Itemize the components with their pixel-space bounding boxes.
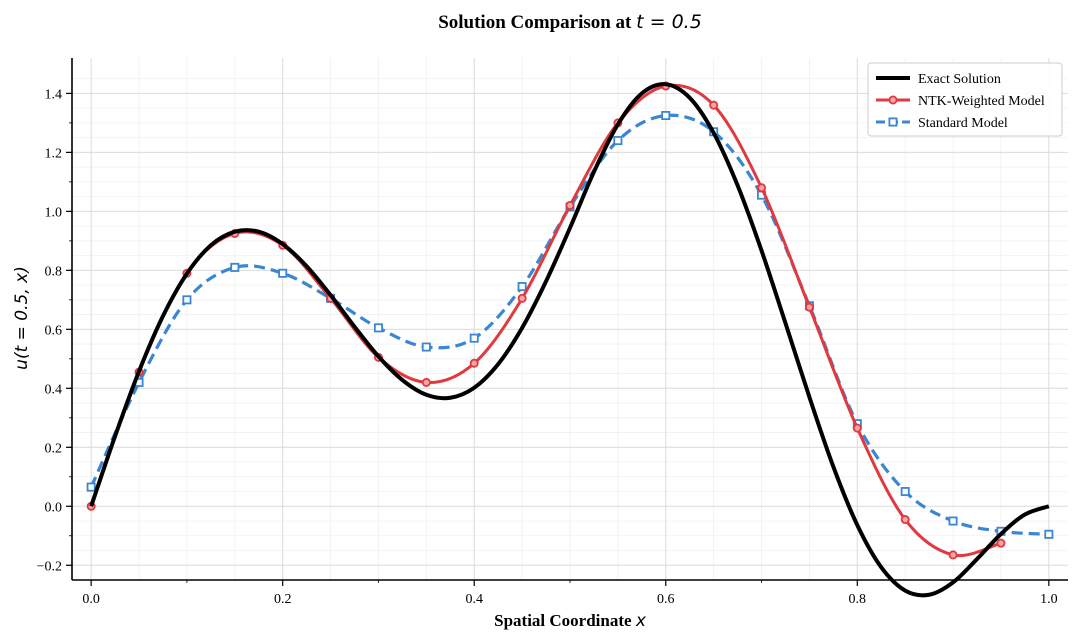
x-tick-label: 0.8 [849,592,867,607]
y-tick-label: 1.4 [45,87,63,102]
y-tick-label: 1.2 [45,146,63,161]
legend-marker [888,95,898,105]
data-point [182,295,192,305]
x-tick-label: 1.0 [1040,592,1058,607]
y-tick-label: 0.8 [45,264,63,279]
x-axis-label: Spatial Coordinate x [494,611,647,631]
data-point [278,268,288,278]
series-0 [89,82,1050,598]
data-point [900,515,910,525]
y-tick-label: 0.4 [45,382,63,397]
data-point [517,293,527,303]
x-axis-label-math: x [635,611,647,631]
series-layer [86,81,1054,598]
x-tick-label: 0.6 [657,592,675,607]
legend-marker [888,117,898,127]
legend-label: Exact Solution [918,72,1001,87]
x-axis-label-text: Spatial Coordinate [494,611,636,630]
data-point [948,516,958,526]
y-axis-label: u(t = 0.5, x) [12,266,32,370]
chart-title-text: Solution Comparison at [438,12,636,33]
data-point [517,282,527,292]
data-point [469,358,479,368]
legend: Exact Solution NTK-Weighted Model Standard… [867,62,1063,137]
data-point [421,342,431,352]
data-point [469,333,479,343]
data-point [996,538,1006,548]
data-point [421,377,431,387]
data-point [613,136,623,146]
y-tick-label: 0.0 [45,500,63,515]
ticks: −0.2 0.0 0.2 0.4 0.6 0.8 1.0 1.2 1.4 0.0 0.2 0.4 0.6… [37,87,1058,607]
series-line [89,83,1002,558]
x-tick-label: 0.2 [274,592,292,607]
y-tick-label: 0.2 [45,441,63,456]
data-point [230,262,240,272]
chart-title-math: t = 0.5 [636,11,702,33]
data-point [565,200,575,210]
y-tick-label: 0.6 [45,323,63,338]
data-point [1044,529,1054,539]
series-1 [86,81,1006,560]
legend-label: NTK-Weighted Model [918,94,1045,109]
data-point [852,423,862,433]
data-point [373,323,383,333]
legend-box [867,62,1063,137]
y-tick-label: −0.2 [37,559,62,574]
data-point [661,111,671,121]
x-tick-label: 0.4 [465,592,483,607]
data-point [709,100,719,110]
series-line [89,82,1050,598]
data-point [86,482,96,492]
y-tick-label: 1.0 [45,205,63,220]
data-point [757,183,767,193]
data-point [900,487,910,497]
data-point [948,550,958,560]
chart-title: Solution Comparison at t = 0.5 [438,11,702,33]
legend-label: Standard Model [918,116,1008,131]
data-point [804,302,814,312]
x-tick-label: 0.0 [82,592,100,607]
